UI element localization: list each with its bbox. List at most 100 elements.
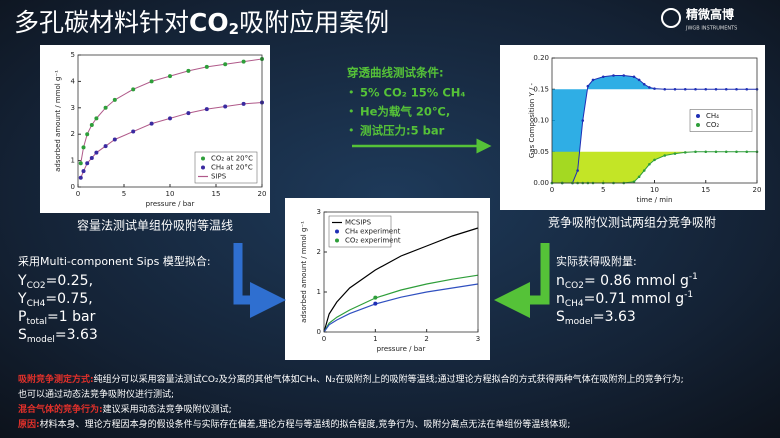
formula-sub: model [27,335,55,345]
formula: YCH4=0.75, [17,291,93,309]
conditions-heading: 穿透曲线测试条件: [347,66,444,80]
x-tick-label: 10 [166,190,175,198]
formula-sub: total [26,317,47,327]
formula-sub: CH4 [565,299,584,309]
y-axis-label: Gas Composition Y / - [528,82,536,158]
point [714,150,718,154]
x-axis-label: pressure / bar [377,345,426,353]
line [323,227,479,333]
note-label: 吸附竞争测定方式: [18,373,94,385]
plot-frame [323,211,479,333]
bullet: • [348,124,355,137]
point [576,169,579,172]
point [103,144,108,149]
point [694,150,697,154]
plot-frame [77,54,263,188]
legend-label: MCSIPS [345,219,372,227]
y-tick-label: 1 [71,157,75,165]
legend-label: CO₂ [706,121,719,129]
point [642,82,646,86]
x-tick-label: 5 [122,190,126,198]
point [186,68,191,73]
bullet: • [348,105,355,118]
legend-label: CH₄ at 20°C [211,164,253,172]
x-tick-label: 15 [701,186,710,194]
y-tick-label: 4 [71,77,76,85]
point [601,75,605,79]
formula: Smodel=3.63 [556,309,636,327]
formula: Ptotal=1 bar [18,309,96,327]
point [745,87,749,91]
point [714,87,718,91]
title-sub: 2 [229,20,239,38]
legend-box [689,109,753,132]
point [241,101,246,106]
point [581,119,585,122]
formula-base: P [18,309,26,325]
y-tick-label: 2 [71,130,75,138]
point [735,150,738,154]
point [168,74,172,79]
y-tick-label: 3 [71,104,75,112]
title-text: 吸附应用案例 [239,8,389,37]
legend-swatch [335,238,339,243]
point [673,87,677,91]
arrow [494,243,550,318]
point [81,145,86,150]
point [637,78,641,82]
point [586,84,590,88]
point [241,59,246,64]
legend-swatch [335,229,339,234]
point [724,150,728,154]
legend-swatch [201,156,205,161]
measured-heading: 实际获得吸附量: [556,254,637,268]
plot-frame [551,57,758,184]
formula: nCO2= 0.86 mmol g-1 [556,272,698,291]
point [632,180,636,184]
point [94,150,99,155]
point [85,132,90,137]
formula-base: Y [17,291,27,307]
point [131,87,136,92]
point [89,155,94,160]
isotherm-chart: 0 5 10 15 20 0 1 2 3 4 5 pressure / bar adsorbed amo… [54,51,266,208]
caption: 容量法测试单组份吸附等温线 [77,218,233,233]
point [648,162,651,166]
x-tick-label: 15 [212,190,221,198]
y-tick-label: 5 [71,51,75,59]
x-tick-label: 0 [322,335,326,343]
point [663,154,667,157]
x-tick-label: 0 [550,186,554,194]
x-tick-label: 20 [258,190,267,198]
legend-label: CH₄ [706,112,719,120]
y-tick-label: 0.10 [533,117,549,125]
formula-rest: =3.63 [593,309,636,325]
formula-base: n [556,273,565,289]
title-text: 多孔碳材料针对 [14,8,189,37]
point [704,150,708,154]
point [745,150,749,154]
legend-box [194,151,258,184]
formula-base: n [556,291,565,307]
point [81,169,86,174]
legend-label: CO₂ experiment [345,237,401,245]
point [103,105,108,110]
legend-label: CH₄ experiment [345,228,401,236]
point [112,97,117,102]
point [85,161,90,166]
formula: Smodel=3.63 [18,327,98,345]
title: 多孔碳材料针对CO2吸附应用案例 [14,8,389,38]
formula: nCH4=0.71 mmol g-1 [556,290,693,309]
point [653,87,656,90]
x-tick-label: 20 [753,186,762,194]
formula-rest: =0.71 mmol g [584,291,684,307]
note-label: 混合气体的竞争行为: [18,403,103,415]
formula-sub: model [565,317,593,327]
y-axis-label: adsorbed amount / mmol g⁻¹ [54,70,62,172]
formula-sub: CH4 [27,299,46,309]
point [632,75,636,79]
formula: YCO2=0.25, [17,273,93,291]
point [223,104,228,109]
